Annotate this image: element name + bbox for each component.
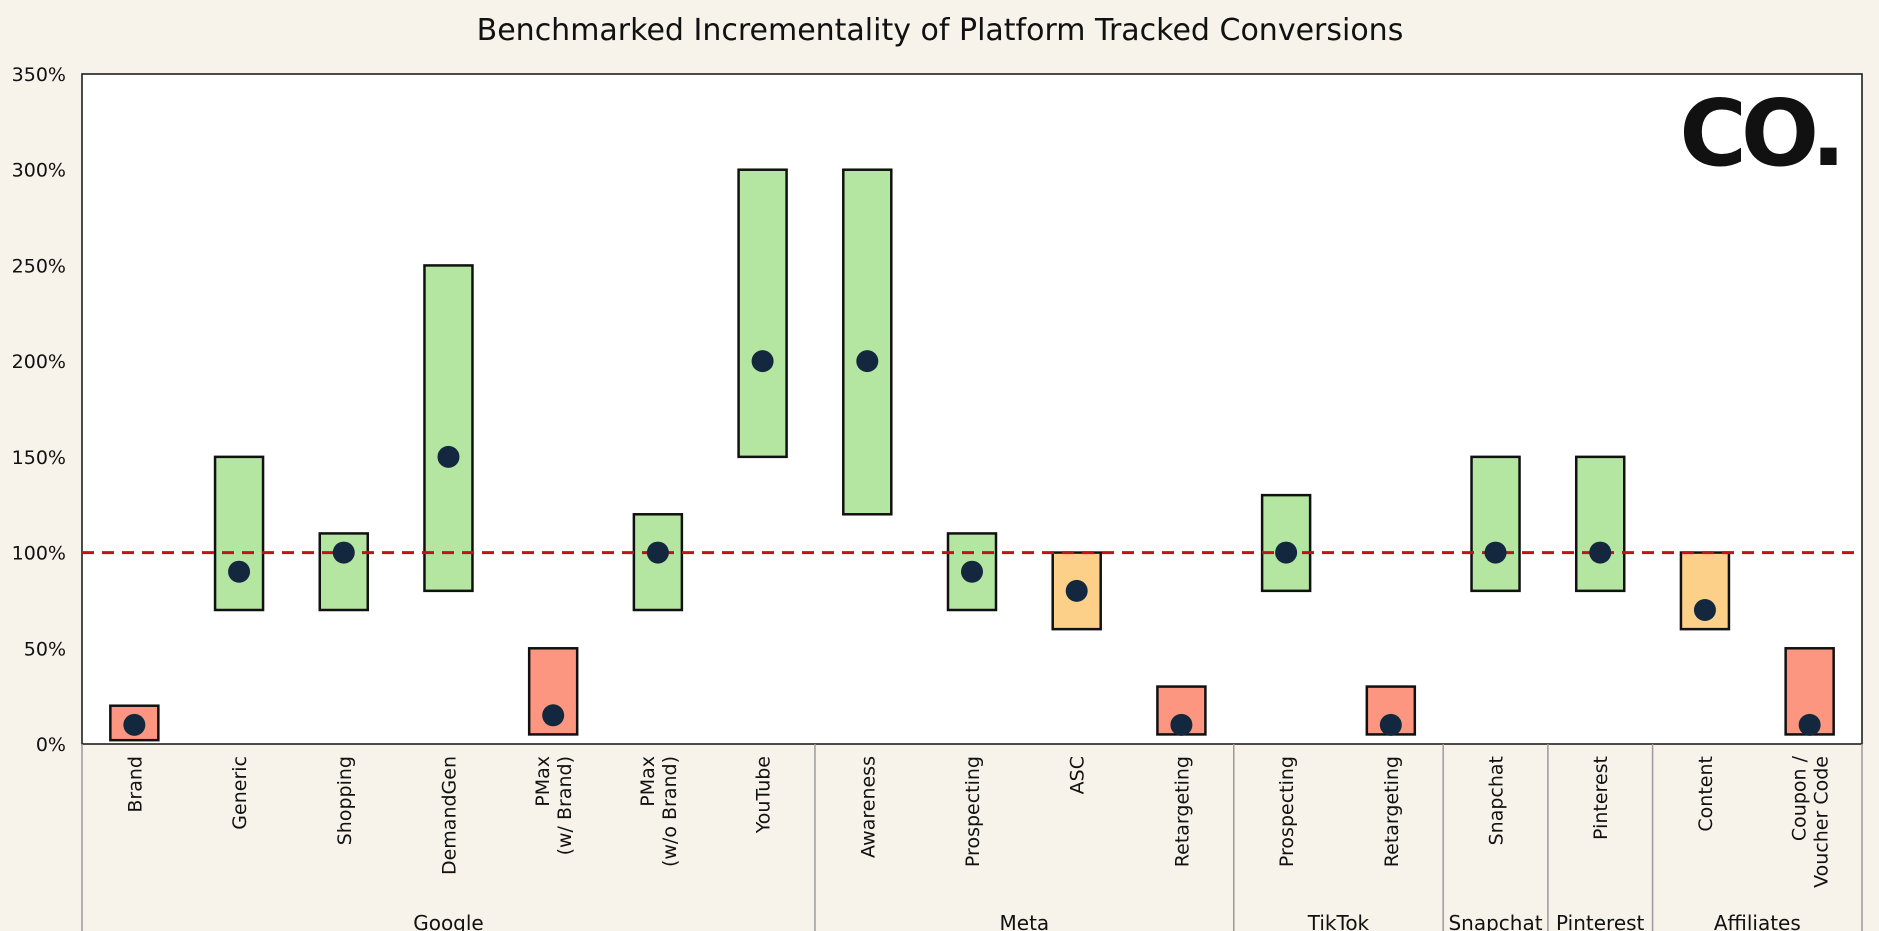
point-marker bbox=[1275, 541, 1298, 564]
x-tick-label: Prospecting bbox=[1276, 756, 1298, 867]
group-label: Snapchat bbox=[1448, 911, 1542, 931]
x-tick-label: Pinterest bbox=[1590, 756, 1612, 840]
group-label: TikTok bbox=[1307, 911, 1370, 931]
point-marker bbox=[751, 350, 774, 373]
point-marker bbox=[1693, 599, 1716, 621]
range-bar bbox=[842, 168, 893, 516]
x-tick-label: Awareness bbox=[857, 756, 879, 858]
x-tick-label: Retargeting bbox=[1381, 756, 1403, 867]
x-tick-label: (w/o Brand) bbox=[659, 756, 681, 867]
x-tick-label: Coupon / bbox=[1789, 755, 1811, 841]
y-tick-label: 350% bbox=[12, 64, 66, 86]
x-tick-label: Prospecting bbox=[962, 756, 984, 867]
x-tick-label: Snapchat bbox=[1486, 756, 1508, 845]
point-marker bbox=[1065, 579, 1088, 602]
x-tick-label: ASC bbox=[1067, 756, 1089, 794]
bars-layer bbox=[109, 168, 1835, 742]
y-tick-label: 0% bbox=[36, 734, 66, 756]
x-tick-label: Brand bbox=[124, 756, 146, 813]
point-marker bbox=[1379, 713, 1402, 736]
group-label: Google bbox=[413, 911, 484, 931]
chart-title: Benchmarked Incrementality of Platform T… bbox=[477, 13, 1404, 48]
group-label: Affiliates bbox=[1714, 911, 1801, 931]
x-tick-label: Generic bbox=[229, 756, 251, 830]
x-tick-label: PMax bbox=[637, 756, 659, 807]
y-tick-label: 150% bbox=[12, 447, 66, 469]
range-bar bbox=[1470, 455, 1521, 593]
point-marker bbox=[1589, 541, 1612, 564]
brand-logo: CO. bbox=[1679, 80, 1840, 187]
point-marker bbox=[123, 713, 146, 736]
point-marker bbox=[228, 560, 251, 583]
y-tick-label: 250% bbox=[12, 255, 66, 277]
point-marker bbox=[1484, 541, 1507, 564]
range-bar bbox=[423, 264, 474, 593]
point-marker bbox=[437, 445, 460, 468]
point-marker bbox=[961, 560, 983, 583]
range-bar bbox=[213, 455, 265, 612]
group-labels: Google Meta TikTok Snapchat Pinterest Affilia… bbox=[81, 744, 1863, 931]
y-tick-label: 100% bbox=[12, 543, 66, 565]
y-tick-label: 50% bbox=[24, 638, 66, 660]
y-tick-label: 200% bbox=[12, 351, 66, 373]
point-marker bbox=[856, 350, 879, 373]
x-tick-label: Retargeting bbox=[1171, 756, 1193, 867]
x-tick-label: (w/ Brand) bbox=[554, 756, 576, 855]
x-tick-label: YouTube bbox=[753, 756, 775, 834]
group-label: Pinterest bbox=[1556, 911, 1645, 931]
x-tick-label: Shopping bbox=[334, 756, 356, 845]
x-tick-label: PMax bbox=[532, 756, 554, 807]
x-tick-label: Content bbox=[1695, 756, 1717, 832]
group-label: Meta bbox=[1000, 911, 1050, 931]
point-marker bbox=[542, 704, 565, 727]
point-marker bbox=[1798, 713, 1821, 736]
y-tick-label: 300% bbox=[12, 160, 66, 182]
range-bar bbox=[737, 168, 788, 459]
y-axis: 0% 50% 100% 150% 200% 250% 300% 350% bbox=[12, 64, 66, 756]
x-tick-label: DemandGen bbox=[438, 756, 460, 875]
x-tick-label: Voucher Code bbox=[1811, 756, 1833, 888]
point-marker bbox=[332, 541, 355, 564]
x-axis-labels: Brand Generic Shopping DemandGen PMax (w/ Bra… bbox=[124, 755, 1832, 887]
point-marker bbox=[646, 541, 669, 564]
point-marker bbox=[1170, 713, 1193, 736]
points-layer bbox=[123, 350, 1821, 736]
range-bar bbox=[1574, 455, 1626, 593]
plot-area bbox=[81, 73, 1863, 745]
